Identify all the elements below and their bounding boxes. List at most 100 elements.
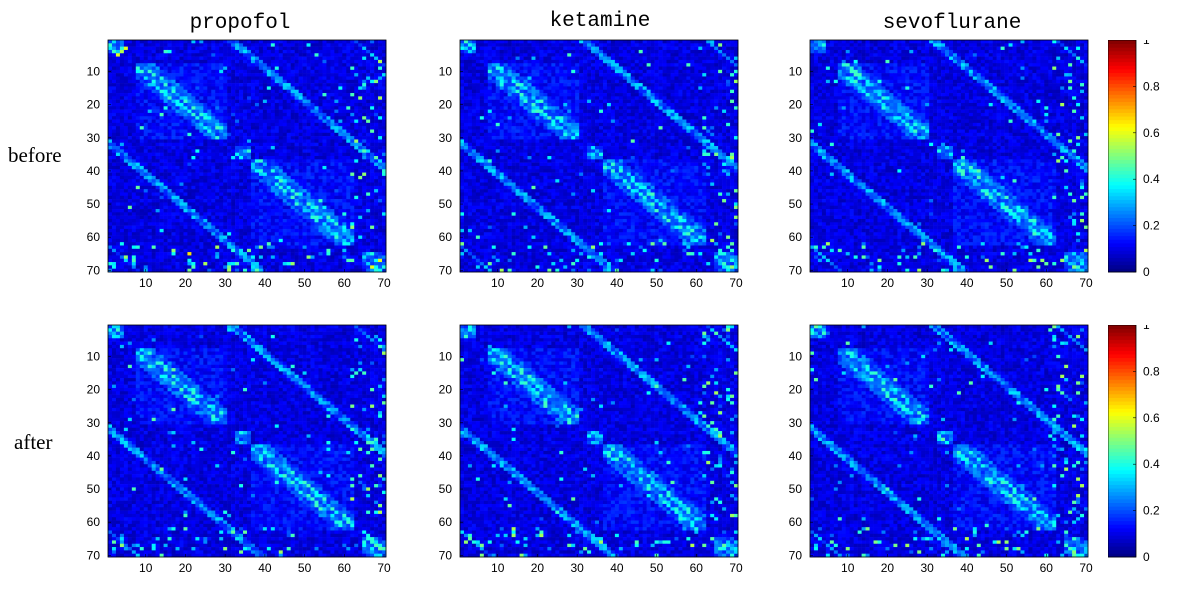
- heatmap-cell: [266, 195, 272, 200]
- heatmap-cell: [187, 53, 192, 57]
- heatmap-cell: [262, 129, 268, 134]
- heatmap-cell: [258, 268, 264, 273]
- heatmap-cell: [262, 132, 268, 137]
- heatmap-cell: [254, 205, 260, 210]
- heatmap-cell: [334, 172, 339, 177]
- heatmap-cell: [258, 126, 264, 130]
- heatmap-cell: [147, 40, 152, 44]
- heatmap-cell: [239, 149, 244, 153]
- heatmap-cell: [374, 119, 379, 124]
- heatmap-cell: [127, 49, 133, 54]
- heatmap-cell: [191, 73, 196, 77]
- heatmap-cell: [227, 132, 232, 137]
- heatmap-cell: [342, 83, 347, 87]
- heatmap-cell: [219, 199, 224, 203]
- heatmap-cell: [334, 73, 339, 77]
- heatmap-cell: [159, 255, 164, 260]
- heatmap-cell: [183, 40, 188, 44]
- heatmap-cell: [191, 252, 196, 256]
- heatmap-cell: [326, 129, 331, 134]
- heatmap-cell: [147, 222, 152, 226]
- heatmap-cell: [223, 175, 228, 180]
- heatmap-cell: [471, 40, 477, 44]
- heatmap-cell: [362, 119, 367, 124]
- heatmap-cell: [314, 59, 319, 64]
- heatmap-cell: [282, 262, 288, 266]
- heatmap-cell: [378, 222, 383, 226]
- heatmap-cell: [370, 102, 375, 107]
- heatmap-cell: [306, 119, 311, 124]
- heatmap-cell: [239, 109, 244, 114]
- heatmap-cell: [338, 102, 343, 107]
- heatmap-cell: [571, 40, 576, 44]
- heatmap-cell: [119, 122, 125, 127]
- heatmap-cell: [294, 218, 299, 223]
- heatmap-cell: [119, 228, 125, 233]
- heatmap-cell: [223, 228, 228, 233]
- heatmap-cell: [135, 255, 141, 260]
- heatmap-cell: [342, 238, 347, 243]
- heatmap-cell: [127, 255, 133, 260]
- heatmap-cell: [258, 69, 264, 74]
- heatmap-cell: [358, 192, 363, 197]
- heatmap-cell: [239, 89, 244, 94]
- heatmap-cell: [358, 175, 363, 180]
- heatmap-cell: [139, 129, 145, 134]
- heatmap-cell: [223, 162, 228, 167]
- heatmap-cell: [278, 185, 284, 190]
- heatmap-cell: [155, 116, 160, 120]
- heatmap-cell: [358, 63, 363, 67]
- heatmap-cell: [143, 53, 149, 57]
- heatmap-cell: [290, 73, 295, 77]
- heatmap-cell: [306, 66, 311, 71]
- heatmap-cell: [219, 238, 224, 243]
- heatmap-cell: [247, 116, 252, 120]
- heatmap-cell: [374, 76, 379, 81]
- heatmap-cell: [231, 149, 236, 153]
- heatmap-cell: [123, 238, 129, 243]
- heatmap-cell: [127, 86, 133, 91]
- heatmap-cell: [203, 209, 208, 213]
- heatmap-cell: [135, 43, 141, 47]
- heatmap-cell: [155, 149, 160, 153]
- heatmap-cell: [366, 126, 371, 130]
- heatmap-cell: [203, 228, 208, 233]
- heatmap-cell: [239, 159, 244, 163]
- heatmap-cell: [247, 248, 252, 253]
- heatmap-cell: [108, 79, 113, 84]
- heatmap-cell: [354, 69, 359, 74]
- heatmap-cell: [378, 242, 383, 246]
- heatmap-cell: [203, 265, 208, 269]
- heatmap-cell: [350, 40, 355, 44]
- heatmap-cell: [370, 202, 375, 207]
- heatmap-cell: [155, 139, 160, 144]
- heatmap-cell: [342, 93, 347, 97]
- heatmap-cell: [274, 83, 280, 87]
- heatmap-cell: [239, 59, 244, 64]
- heatmap-cell: [282, 43, 288, 47]
- heatmap-cell: [167, 252, 172, 256]
- heatmap-cell: [147, 73, 152, 77]
- heatmap-cell: [354, 146, 359, 150]
- heatmap-cell: [235, 212, 240, 216]
- heatmap-cell: [227, 43, 232, 47]
- heatmap-cell: [151, 218, 156, 223]
- heatmap-cell: [123, 96, 129, 100]
- heatmap-cell: [346, 79, 351, 84]
- heatmap-cell: [334, 83, 339, 87]
- heatmap-cell: [370, 255, 375, 260]
- heatmap-cell: [171, 209, 176, 213]
- heatmap-cell: [290, 93, 295, 97]
- heatmap-cell: [195, 175, 200, 180]
- heatmap-cell: [195, 265, 200, 269]
- heatmap-cell: [211, 258, 216, 263]
- heatmap-cell: [243, 195, 248, 200]
- heatmap-cell: [274, 59, 280, 64]
- heatmap-cell: [215, 232, 220, 236]
- heatmap-cell: [350, 79, 355, 84]
- heatmap-cell: [366, 232, 371, 236]
- heatmap-cell: [382, 212, 387, 216]
- heatmap-cell: [108, 126, 113, 130]
- heatmap-cell: [342, 146, 347, 150]
- heatmap-cell: [290, 175, 295, 180]
